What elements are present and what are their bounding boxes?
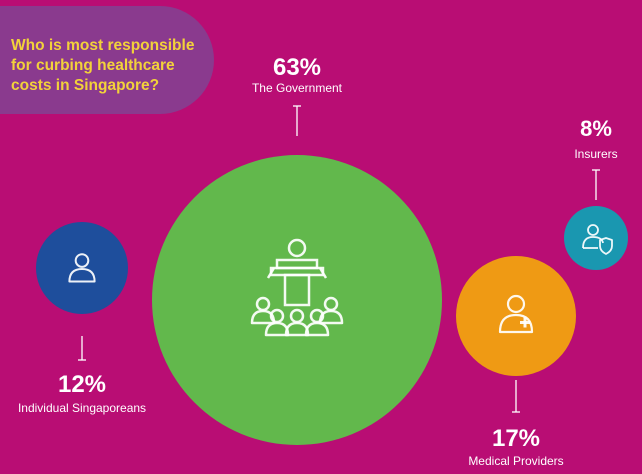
medical-person-icon — [498, 294, 534, 334]
person-shield-icon — [582, 224, 613, 255]
category-label: The Government — [252, 81, 343, 95]
category-label: Insurers — [574, 147, 617, 161]
value-label: 63% — [273, 54, 321, 81]
podium-audience-icon — [250, 238, 344, 337]
connector-line — [78, 336, 86, 361]
bubble-the-government — [152, 155, 442, 445]
connector-line — [592, 169, 600, 200]
category-label: Individual Singaporeans — [18, 401, 146, 415]
value-label: 12% — [58, 371, 106, 398]
category-label: Medical Providers — [468, 454, 563, 468]
question-text: Who is most responsible for curbing heal… — [11, 37, 195, 94]
connector-line — [512, 380, 520, 413]
person-icon — [68, 253, 96, 283]
value-label: 17% — [492, 425, 540, 452]
connector-line — [293, 105, 301, 136]
question-box: Who is most responsible for curbing heal… — [0, 6, 214, 114]
value-label: 8% — [580, 116, 612, 141]
